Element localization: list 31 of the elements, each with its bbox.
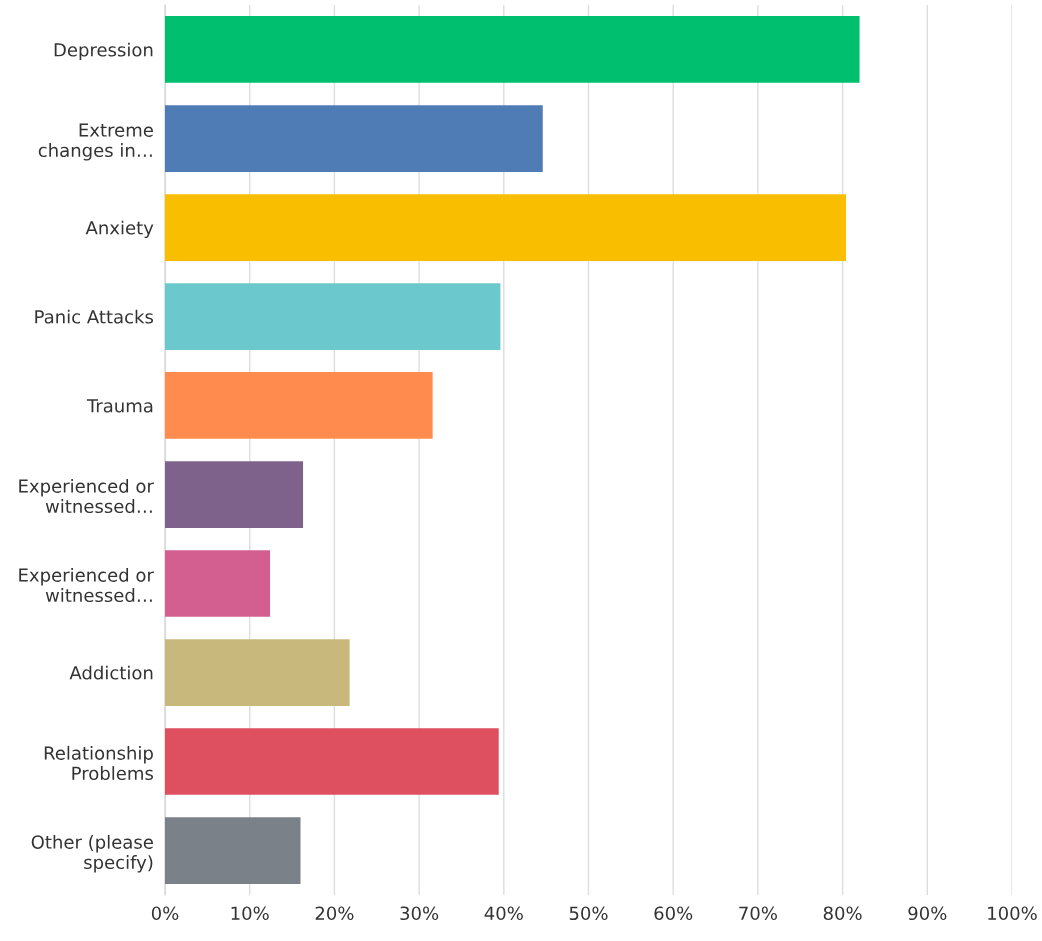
bar bbox=[165, 728, 499, 795]
x-tick-label: 0% bbox=[151, 906, 179, 921]
x-tick-label: 30% bbox=[400, 906, 439, 921]
bar bbox=[165, 550, 271, 617]
bar bbox=[165, 372, 433, 439]
y-tick-label: Experienced or witnessed… bbox=[19, 478, 154, 514]
y-tick-label: Depression bbox=[54, 42, 153, 61]
bar bbox=[165, 194, 846, 261]
y-tick-label: Anxiety bbox=[85, 220, 154, 239]
x-tick-label: 100% bbox=[988, 906, 1037, 921]
x-tick-label: 20% bbox=[315, 906, 354, 921]
y-tick-label: Addiction bbox=[69, 665, 153, 680]
bar bbox=[165, 461, 304, 528]
x-tick-label: 40% bbox=[484, 906, 523, 921]
y-tick-label: Other (please specify) bbox=[31, 834, 153, 873]
y-tick-label: Relationship Problems bbox=[44, 745, 154, 781]
y-tick-label: Trauma bbox=[86, 399, 153, 413]
x-tick-label: 70% bbox=[739, 906, 777, 921]
x-tick-label: 90% bbox=[908, 906, 947, 921]
bar bbox=[165, 16, 860, 83]
x-tick-label: 50% bbox=[569, 906, 608, 921]
x-tick-label: 80% bbox=[823, 906, 862, 921]
bar bbox=[165, 105, 543, 172]
bar bbox=[165, 817, 301, 884]
bar bbox=[165, 639, 350, 706]
y-tick-label: Extreme changes in… bbox=[38, 123, 153, 161]
y-tick-label: Panic Attacks bbox=[35, 309, 154, 324]
y-tick-label: Experienced or witnessed… bbox=[19, 567, 154, 603]
x-tick-label: 10% bbox=[231, 906, 269, 921]
x-tick-label: 60% bbox=[654, 906, 693, 921]
bar bbox=[165, 283, 501, 350]
